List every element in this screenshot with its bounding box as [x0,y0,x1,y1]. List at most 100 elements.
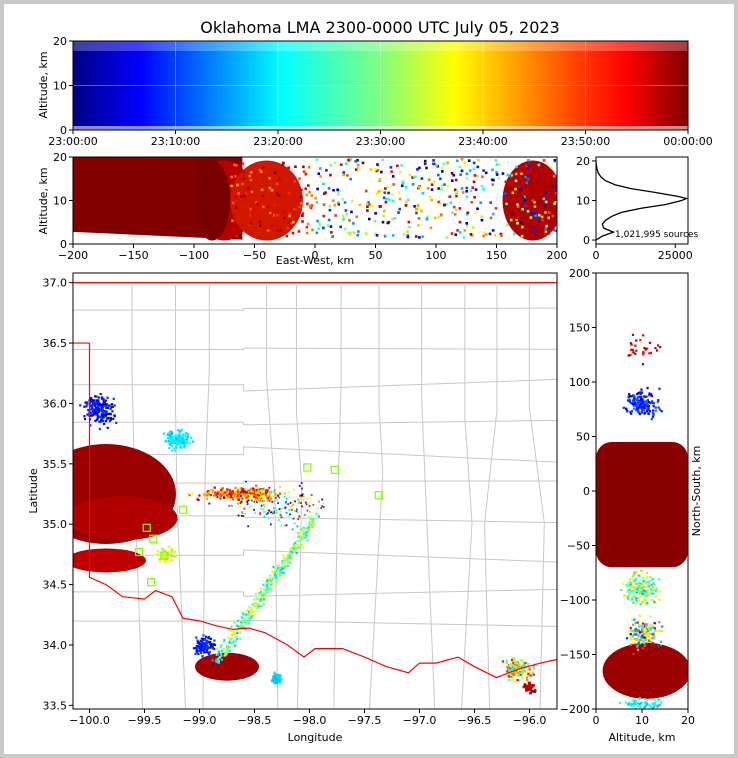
source-point [649,705,653,708]
source-point [661,629,664,633]
source-point [638,624,641,627]
source-point [236,631,239,634]
source-point [95,418,99,422]
source-point [317,227,320,231]
source-point [654,406,657,409]
source-point [653,635,656,639]
source-point [654,701,657,704]
source-point [504,180,508,183]
source-point [347,158,350,162]
source-point [168,447,171,450]
longitude-tick-label: −100.0 [69,714,110,727]
source-point [84,401,87,404]
source-point [277,194,281,197]
source-point [529,216,533,219]
source-point [110,405,113,408]
source-point [632,601,635,604]
source-point [293,522,296,525]
source-point [214,491,217,494]
source-point [526,210,530,213]
source-point [237,490,240,493]
source-point [511,664,515,667]
source-point [660,410,663,413]
source-point [641,589,644,592]
source-point [95,401,98,404]
source-point [639,702,642,705]
source-point [387,191,390,195]
source-point [91,405,94,408]
source-point [241,624,244,627]
source-point [281,571,284,574]
source-point [235,644,238,647]
source-point [250,616,253,619]
source-point [278,573,282,576]
source-point [273,676,276,680]
source-point [274,673,277,676]
source-point [268,587,271,590]
source-point [316,187,319,191]
source-point [281,507,284,510]
source-point [292,545,295,548]
source-point [521,207,525,211]
northsouth-tick-label: −100 [560,594,590,607]
source-point [637,704,640,707]
source-point [406,234,410,237]
source-point [378,205,382,208]
source-point [509,218,513,222]
latitude-tick-label: 37.0 [43,277,68,290]
source-point [177,437,180,440]
source-point [217,661,221,664]
source-point [629,581,632,584]
source-point [102,397,105,401]
source-point [260,596,263,600]
source-point [273,673,276,676]
source-point [268,491,271,494]
source-point [389,166,393,169]
source-point [390,170,393,173]
source-point [519,221,523,224]
source-point [489,201,492,204]
source-point [407,220,411,224]
source-point [653,637,656,640]
source-point [420,209,423,213]
source-point [299,202,303,205]
source-point [204,646,207,649]
source-point [180,428,183,431]
source-point [634,352,637,355]
source-point [484,233,488,236]
source-point [231,201,235,205]
source-point [645,399,649,403]
source-point [641,625,645,629]
source-point [532,690,536,693]
source-point [172,440,175,443]
source-point [472,167,476,171]
source-point [501,172,505,175]
source-point [218,656,221,659]
source-point [108,420,112,423]
latitude-tick-label: 34.5 [43,579,68,592]
source-point [626,410,629,413]
source-point [211,642,214,646]
source-point [329,225,333,228]
source-point [645,631,648,634]
source-point [549,165,553,169]
source-point [310,203,314,207]
source-point [258,224,262,228]
source-point [633,400,636,403]
source-point [236,624,239,627]
source-point [243,500,246,503]
source-point [374,233,377,236]
source-point [205,644,208,647]
source-point [211,491,215,494]
source-point [651,409,655,412]
source-point [168,552,171,556]
source-point [275,509,277,512]
source-point [291,528,294,531]
northsouth-tick-label: 200 [569,267,590,280]
source-point [241,619,244,623]
source-point [256,203,259,206]
source-point [257,489,260,492]
source-point [638,395,642,398]
source-point [197,650,200,653]
source-point [248,616,251,619]
